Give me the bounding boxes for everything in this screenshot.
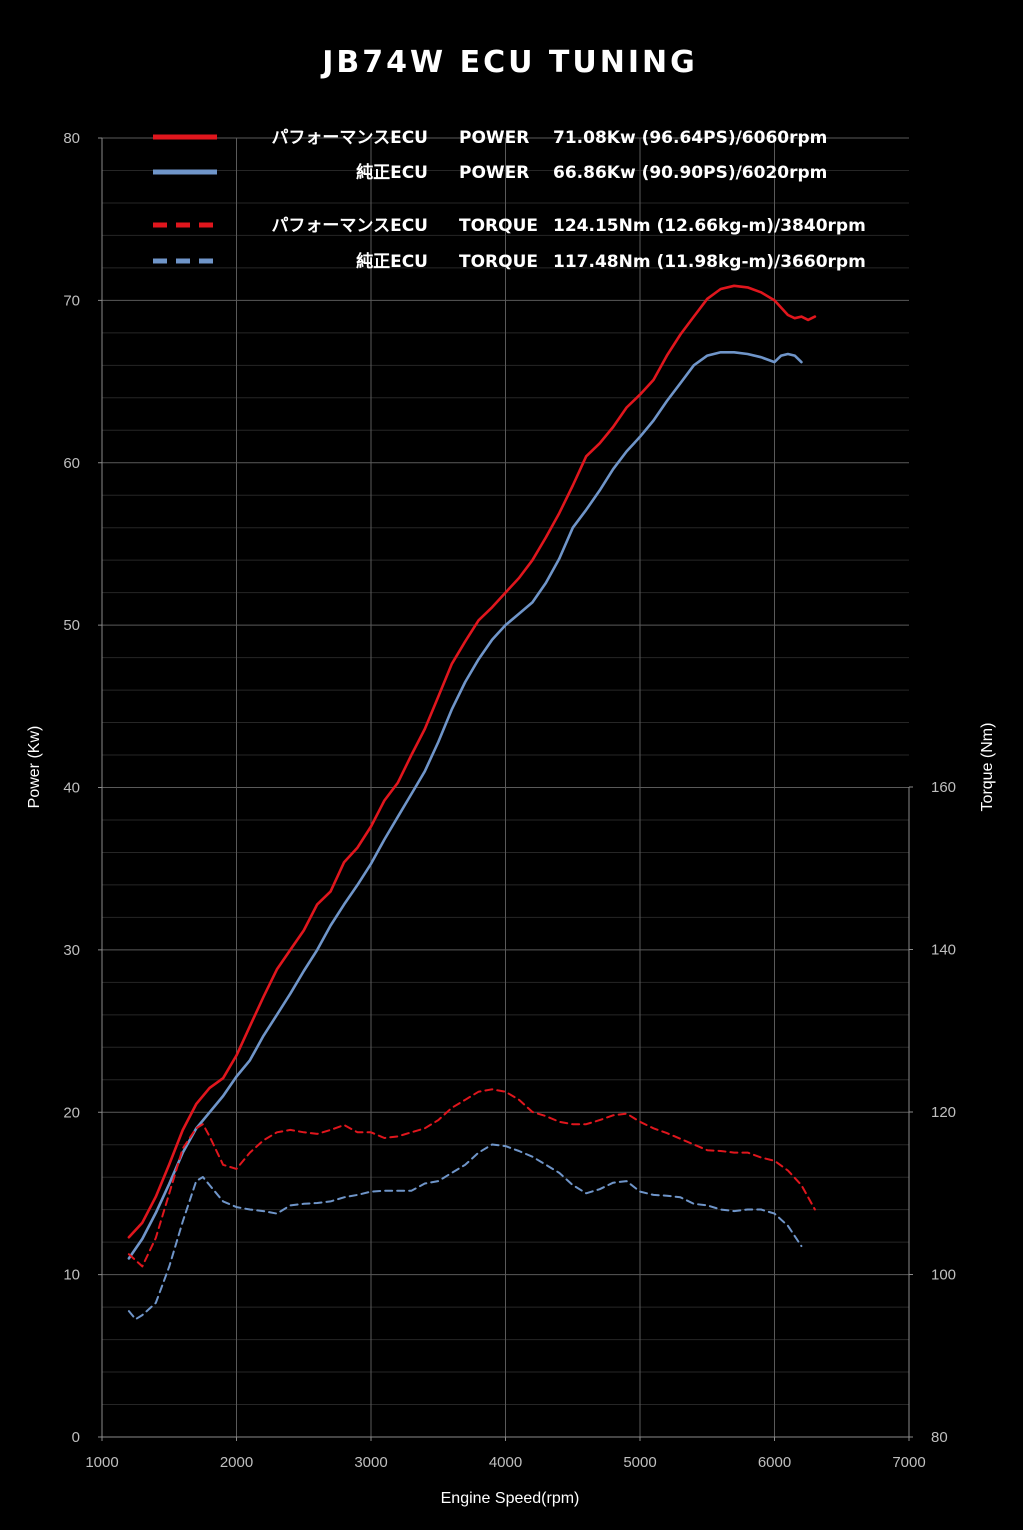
legend: パフォーマンスECU POWER 71.08Kw (96.64PS)/6060rpm… <box>153 128 866 272</box>
axes <box>98 137 913 1441</box>
series-line-torque-stock <box>127 1143 803 1321</box>
legend-value: 117.48Nm (11.98kg-m)/3660rpm <box>553 252 866 272</box>
y2-axis-label: Torque (Nm) <box>979 723 996 812</box>
y2-tick-label: 120 <box>931 1104 956 1121</box>
y-tick-label: 70 <box>63 292 80 309</box>
x-tick-labels: 1000 2000 3000 4000 5000 6000 7000 <box>85 1454 925 1471</box>
x-tick-label: 1000 <box>85 1454 118 1471</box>
y2-tick-label: 140 <box>931 942 956 959</box>
legend-value: 124.15Nm (12.66kg-m)/3840rpm <box>553 216 866 236</box>
y-tick-label: 10 <box>63 1267 80 1284</box>
x-tick-label: 2000 <box>220 1454 253 1471</box>
y2-tick-label: 160 <box>931 779 956 796</box>
x-tick-label: 5000 <box>623 1454 656 1471</box>
y-tick-label: 20 <box>63 1104 80 1121</box>
series-line-power-performance <box>127 284 817 1239</box>
y-axis-label: Power (Kw) <box>26 726 43 809</box>
series-line-power-stock <box>127 350 803 1260</box>
series-lines <box>127 284 817 1321</box>
y-tick-label: 0 <box>72 1429 80 1446</box>
x-tick-label: 6000 <box>758 1454 791 1471</box>
legend-series-name: 純正ECU <box>356 251 428 272</box>
legend-metric: POWER <box>459 128 529 148</box>
legend-series-name: 純正ECU <box>356 162 428 183</box>
y-tick-label: 50 <box>63 617 80 634</box>
legend-metric: TORQUE <box>459 216 538 236</box>
legend-value: 66.86Kw (90.90PS)/6020rpm <box>553 163 827 183</box>
chart-title: JB74W ECU TUNING <box>320 45 697 80</box>
y2-tick-labels: 80 100 120 140 160 <box>931 779 956 1446</box>
y2-tick-label: 80 <box>931 1429 948 1446</box>
major-gridlines <box>102 137 909 1437</box>
x-tick-label: 4000 <box>489 1454 522 1471</box>
y-tick-label: 30 <box>63 942 80 959</box>
x-axis-label: Engine Speed(rpm) <box>441 1490 580 1507</box>
legend-series-name: パフォーマンスECU <box>271 216 428 236</box>
legend-value: 71.08Kw (96.64PS)/6060rpm <box>553 128 827 148</box>
series-line-torque-performance <box>127 1088 816 1268</box>
y-tick-label: 80 <box>63 130 80 147</box>
y-tick-label: 40 <box>63 780 80 797</box>
x-tick-label: 7000 <box>892 1454 925 1471</box>
y2-tick-label: 100 <box>931 1267 956 1284</box>
legend-metric: TORQUE <box>459 252 538 272</box>
y-tick-label: 60 <box>63 455 80 472</box>
legend-series-name: パフォーマンスECU <box>271 128 428 148</box>
y-tick-labels: 0 10 20 30 40 50 60 70 80 <box>63 130 80 1446</box>
legend-metric: POWER <box>459 163 529 183</box>
x-tick-label: 3000 <box>354 1454 387 1471</box>
